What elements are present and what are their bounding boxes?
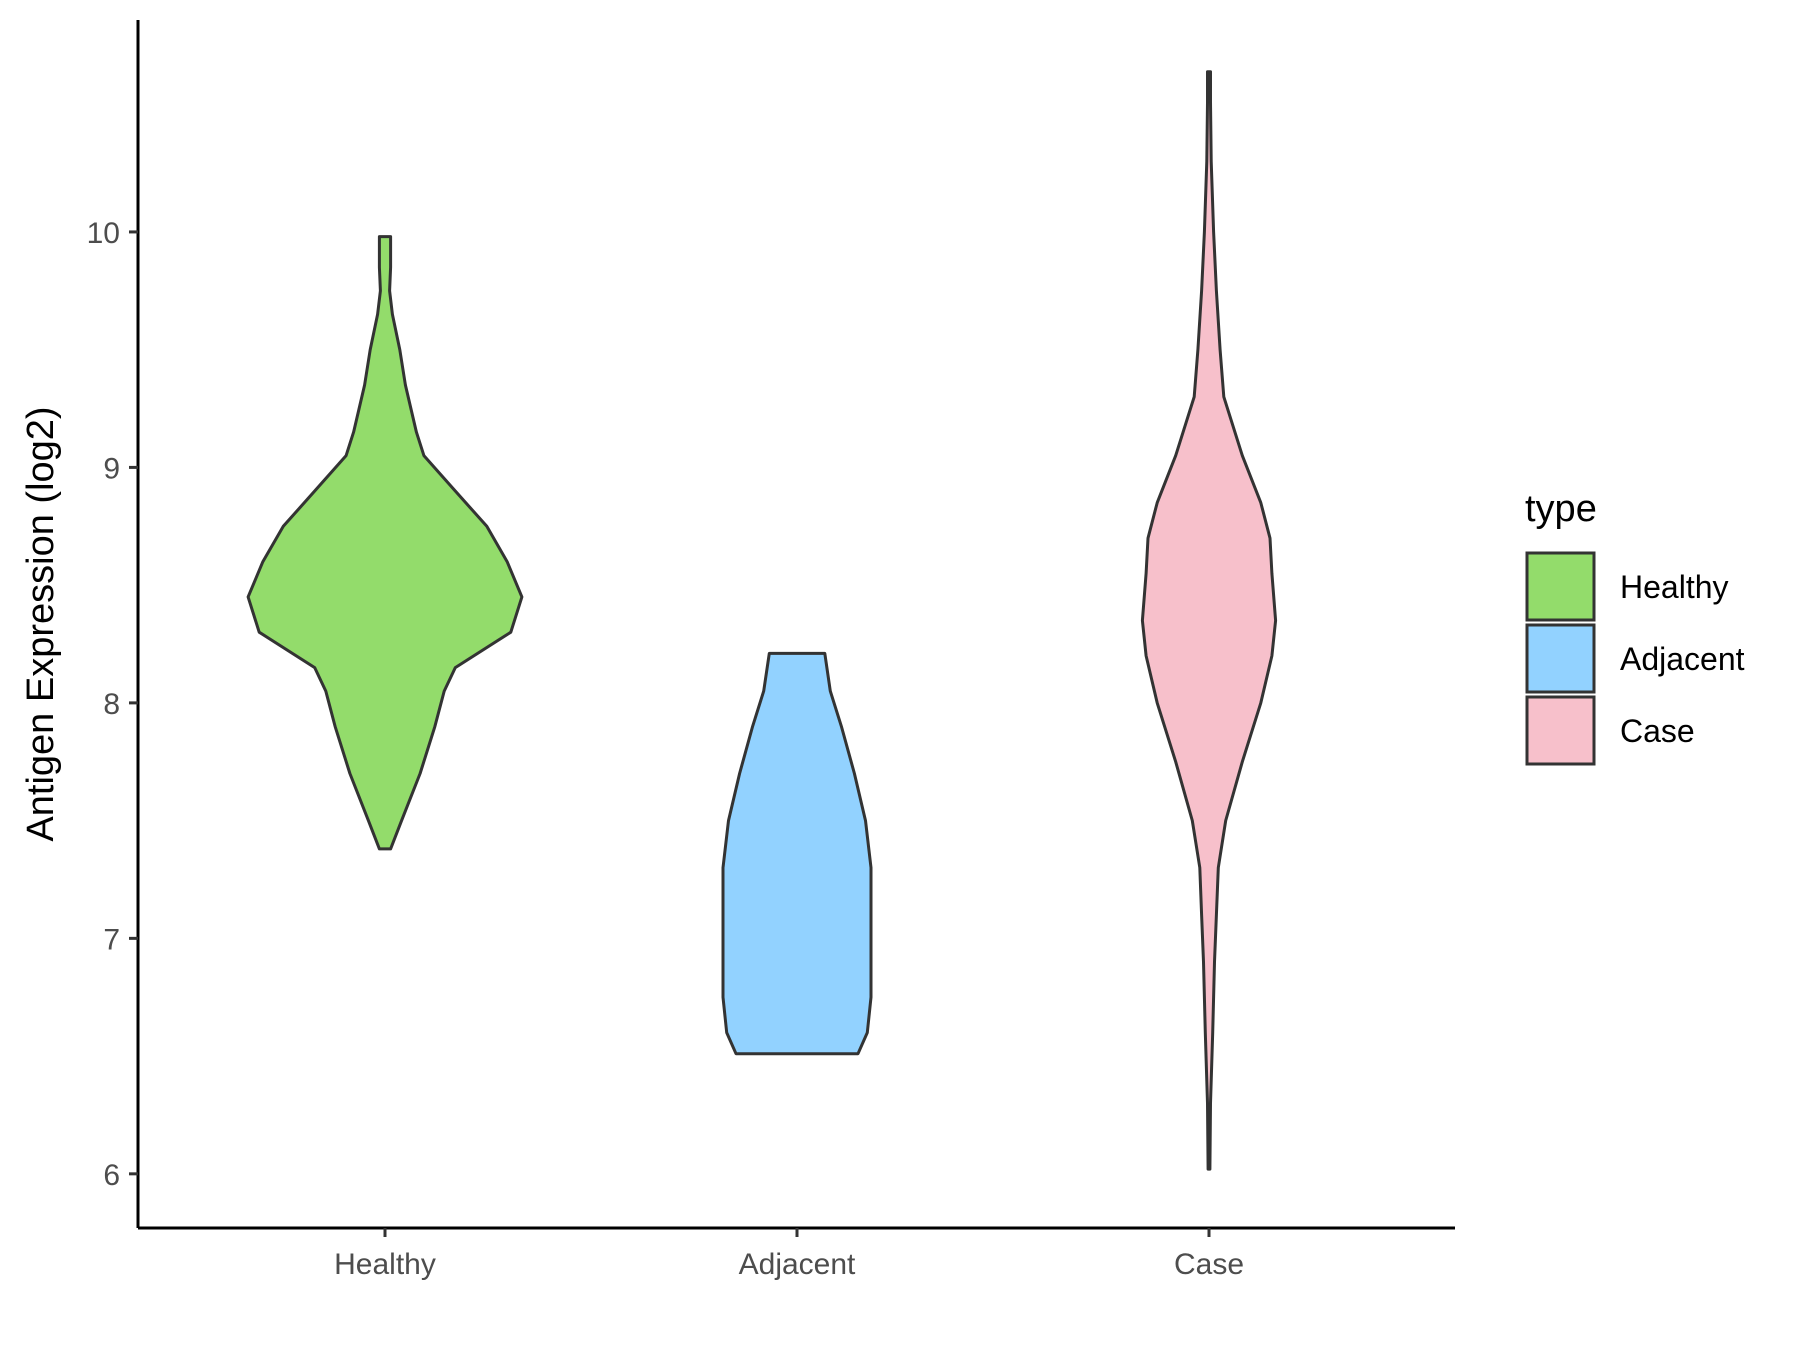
legend: type Healthy Adjacent Case — [1525, 488, 1745, 766]
y-tick-label: 6 — [103, 1159, 120, 1192]
legend-key-adjacent — [1525, 623, 1596, 694]
violin-case — [1140, 70, 1278, 1171]
legend-key-healthy — [1525, 551, 1596, 622]
legend-key-case — [1525, 695, 1596, 766]
legend-title: type — [1525, 488, 1597, 530]
x-tick-label: Healthy — [334, 1248, 436, 1281]
y-tick-label: 10 — [87, 217, 120, 250]
y-axis-title: Antigen Expression (log2) — [20, 406, 62, 841]
legend-label: Adjacent — [1620, 641, 1745, 677]
y-tick-label: 7 — [103, 923, 120, 956]
violin-healthy — [246, 235, 524, 851]
legend-label: Case — [1620, 713, 1695, 749]
violin-group — [246, 70, 1278, 1171]
y-tick-label: 8 — [103, 688, 120, 721]
axes: 6 7 8 9 10 Healthy Adjacent Case Antigen Express… — [20, 20, 1455, 1281]
violin-adjacent — [721, 651, 873, 1056]
y-tick-label: 9 — [103, 452, 120, 485]
x-tick-label: Case — [1174, 1248, 1244, 1281]
legend-label: Healthy — [1620, 569, 1729, 605]
x-tick-label: Adjacent — [739, 1248, 856, 1281]
